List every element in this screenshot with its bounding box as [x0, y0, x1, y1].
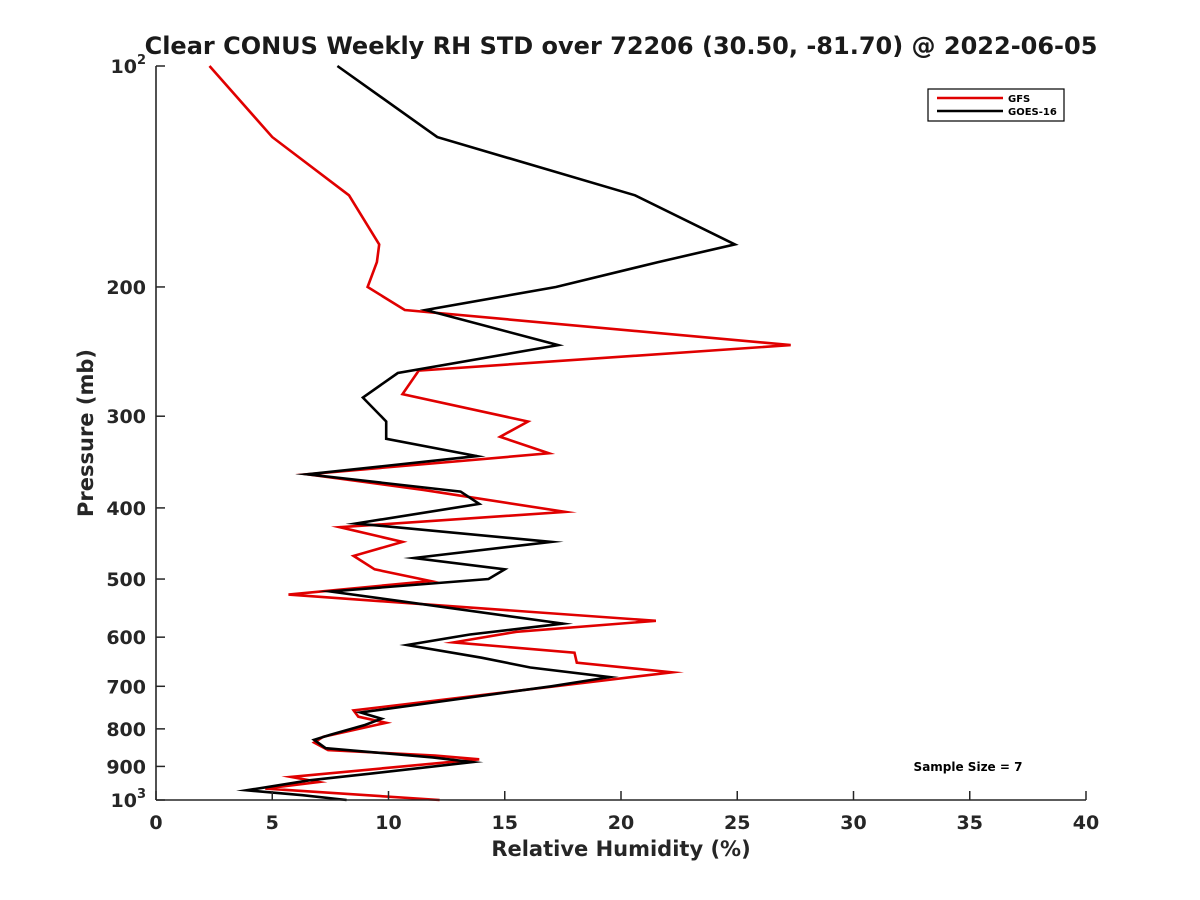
- plot-area: 0 5 10 15 20 25 30 35 40 102 200 300 400 500 600 700 800…: [106, 53, 1099, 834]
- x-tick-label: 5: [266, 812, 279, 834]
- legend-entry: GOES-16: [1008, 107, 1057, 118]
- x-tick-label: 30: [840, 812, 866, 834]
- x-tick-label: 35: [957, 812, 983, 834]
- y-tick-label: 700: [106, 676, 146, 698]
- y-tick-label: 600: [106, 627, 146, 649]
- y-tick-label: 300: [106, 406, 146, 428]
- legend-entry: GFS: [1008, 94, 1030, 105]
- y-tick-label: 102: [111, 53, 147, 78]
- x-tick-label: 25: [724, 812, 750, 834]
- x-axis-label: Relative Humidity (%): [491, 837, 750, 861]
- legend-box: [927, 88, 1065, 122]
- x-tick-label: 20: [608, 812, 634, 834]
- y-tick-label: 103: [111, 787, 147, 812]
- series-line-goes-16: [236, 64, 739, 802]
- sample-size-annotation: Sample Size = 7: [914, 760, 1023, 774]
- x-tick-label: 0: [149, 812, 162, 834]
- y-axis-label: Pressure (mb): [74, 349, 98, 517]
- y-tick-label: 500: [106, 569, 146, 591]
- y-tick-label: 900: [106, 756, 146, 778]
- legend: GFS GOES-16: [927, 88, 1065, 122]
- y-tick-label: 200: [106, 277, 146, 299]
- y-tick-label: 800: [106, 719, 146, 741]
- x-tick-label: 40: [1073, 812, 1099, 834]
- y-tick-label: 400: [106, 498, 146, 520]
- chart-title: Clear CONUS Weekly RH STD over 72206 (30…: [145, 32, 1098, 60]
- x-tick-label: 15: [492, 812, 518, 834]
- x-tick-label: 10: [375, 812, 401, 834]
